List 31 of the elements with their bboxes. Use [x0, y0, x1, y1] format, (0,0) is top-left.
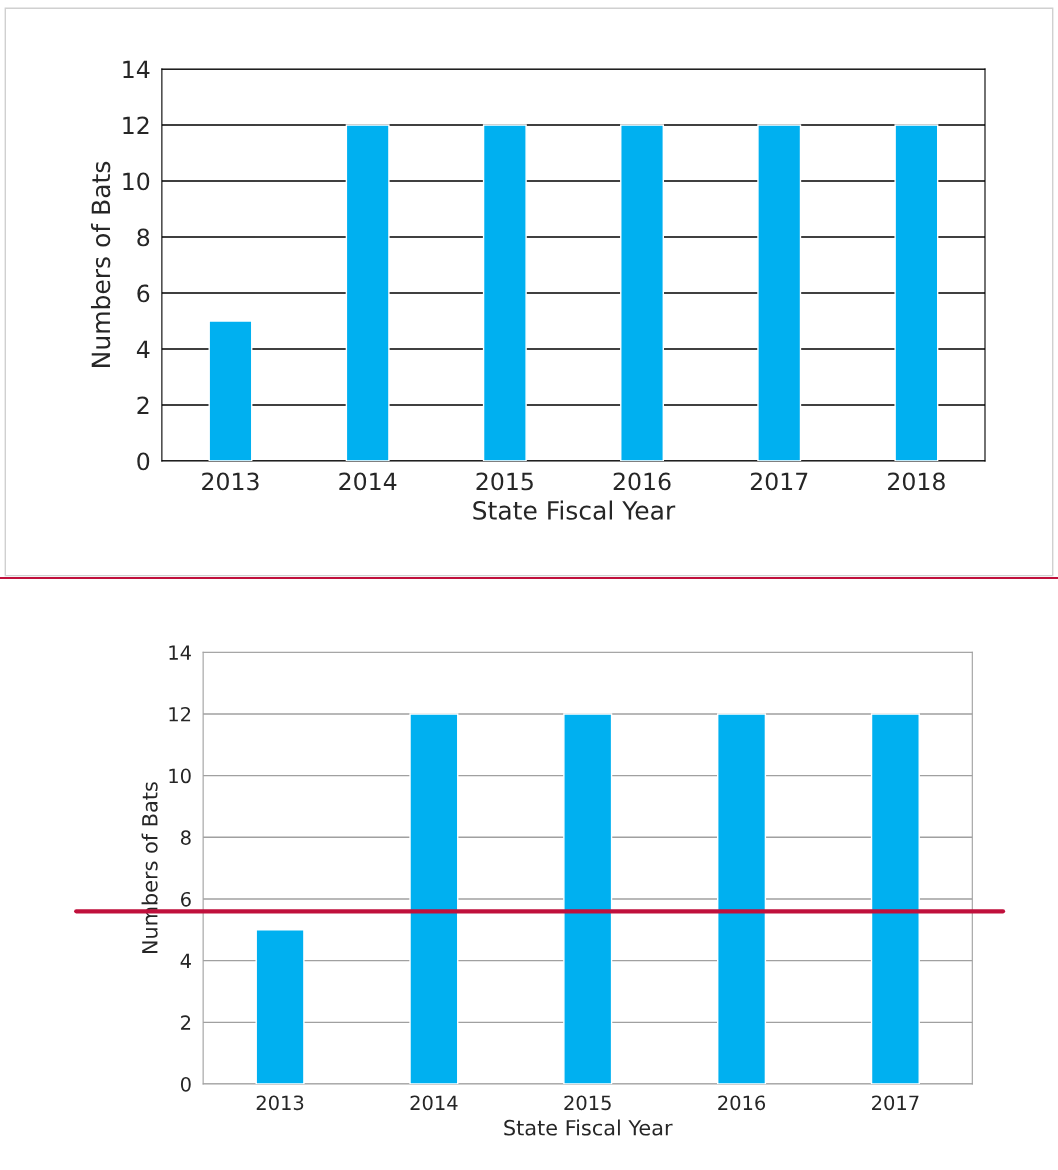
x-tick-label: 2013 [202, 472, 259, 491]
y-tick-label: 10 [169, 768, 191, 784]
y-tick-label: 8 [137, 228, 150, 247]
x-tick-label: 2017 [750, 472, 808, 491]
x-tick-label: 2018 [888, 472, 945, 491]
x-axis-title: State Fiscal Year [473, 500, 676, 520]
x-tick-label: 2016 [613, 472, 671, 491]
x-tick-label: 2015 [476, 472, 533, 491]
y-tick-label: 12 [169, 706, 191, 722]
y-tick-label: 6 [181, 891, 191, 907]
x-tick-label: 2013 [256, 1095, 304, 1111]
x-tick-label: 2014 [339, 472, 397, 491]
y-tick-label: 4 [136, 340, 150, 358]
y-tick-label: 14 [123, 60, 150, 78]
y-axis-title: Numbers of Bats [90, 161, 111, 367]
y-tick-label: 12 [123, 116, 149, 134]
x-axis-title: State Fiscal Year [504, 1119, 673, 1136]
x-tick-label: 2015 [564, 1095, 611, 1111]
y-tick-label: 0 [180, 1076, 191, 1092]
y-tick-label: 14 [169, 645, 191, 660]
y-tick-label: 2 [137, 396, 149, 414]
y-tick-label: 6 [137, 284, 150, 303]
y-tick-label: 2 [181, 1015, 191, 1030]
x-tick-label: 2016 [718, 1095, 766, 1111]
y-axis-title: Numbers of Bats [141, 782, 158, 954]
y-tick-label: 10 [123, 172, 150, 191]
x-tick-label: 2014 [410, 1095, 458, 1111]
y-tick-label: 8 [180, 830, 191, 845]
x-tick-label: 2017 [872, 1095, 919, 1111]
y-tick-label: 0 [137, 452, 150, 471]
y-tick-label: 4 [180, 953, 191, 969]
